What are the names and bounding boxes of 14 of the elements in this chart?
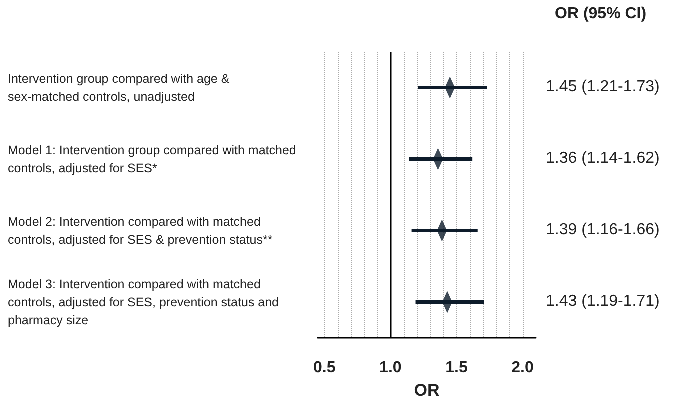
y-tick-label: Model 1: Intervention group compared with matched controls, adjusted for SES* xyxy=(8,143,300,176)
text: OR (95% CI) xyxy=(555,6,647,22)
x-axis-title: OR xyxy=(414,381,440,400)
y-tick-label: Model 3: Intervention compared with matched controls, adjusted for SES, prevention status and pharmacy size xyxy=(8,277,282,328)
x-tick-label: 1.5 xyxy=(446,360,468,376)
data-label: 1.43 (1.19-1.71) xyxy=(546,292,660,310)
x-tick-label: 2.0 xyxy=(512,360,534,376)
data-label: 1.39 (1.16-1.66) xyxy=(546,221,660,238)
x-tick-label: 0.5 xyxy=(313,360,336,376)
y-tick-label: Model 2: Intervention compared with matched controls, adjusted for SES & prevention status** xyxy=(8,214,273,247)
data-label: 1.45 (1.21-1.73) xyxy=(546,78,660,96)
y-tick-label: Intervention group compared with age & sex-matched controls, unadjusted xyxy=(8,72,234,104)
x-tick-label: 1.0 xyxy=(380,360,402,376)
data-label: 1.36 (1.14-1.62) xyxy=(546,150,660,167)
